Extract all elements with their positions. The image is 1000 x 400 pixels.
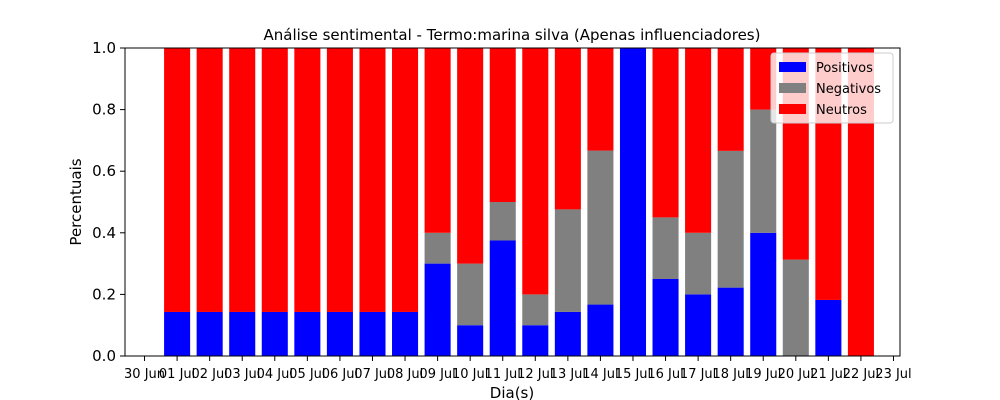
x-tick-label: 12 Jul	[517, 367, 553, 382]
bar-negativos-10-jul	[457, 263, 484, 326]
bar-negativos-20-jul	[782, 259, 809, 356]
bar-positivos-14-jul	[587, 304, 614, 356]
x-tick-label: 05 Jul	[289, 367, 325, 382]
bar-negativos-09-jul	[424, 232, 451, 264]
bar-neutros-06-jul	[326, 48, 353, 312]
bar-neutros-03-jul	[229, 48, 256, 312]
bar-negativos-14-jul	[587, 150, 614, 305]
bar-positivos-07-jul	[359, 311, 386, 356]
bar-negativos-17-jul	[685, 232, 712, 295]
bar-positivos-10-jul	[457, 325, 484, 356]
y-tick-label: 0.8	[92, 101, 116, 119]
x-tick-label: 19 Jul	[745, 367, 781, 382]
x-tick-label: 20 Jul	[778, 367, 814, 382]
bar-neutros-04-jul	[261, 48, 288, 312]
x-tick-label: 01 Jul	[159, 367, 195, 382]
x-tick-label: 03 Jul	[224, 367, 260, 382]
legend: Positivos Negativos Neutros	[770, 52, 894, 124]
legend-swatch-neutros	[779, 104, 806, 114]
bar-negativos-12-jul	[522, 294, 549, 326]
bar-neutros-08-jul	[392, 48, 419, 312]
bar-positivos-13-jul	[554, 311, 581, 356]
bars-group	[164, 48, 874, 356]
bar-neutros-05-jul	[294, 48, 321, 312]
x-tick-label: 18 Jul	[712, 367, 748, 382]
x-tick-label: 22 Jul	[843, 367, 879, 382]
bar-positivos-09-jul	[424, 263, 451, 356]
bar-negativos-16-jul	[652, 217, 679, 279]
legend-label-negativos: Negativos	[816, 82, 881, 97]
y-axis-label: Percentuais	[67, 158, 85, 245]
x-tick-label: 15 Jul	[615, 367, 651, 382]
bar-neutros-17-jul	[685, 48, 712, 233]
bar-positivos-17-jul	[685, 294, 712, 356]
y-tick-label: 0.6	[92, 162, 116, 180]
bar-neutros-18-jul	[717, 48, 744, 151]
legend-swatch-negativos	[779, 83, 806, 93]
x-tick-label: 10 Jul	[452, 367, 488, 382]
bar-positivos-15-jul	[619, 48, 647, 356]
x-axis-label: Dia(s)	[490, 384, 534, 400]
bar-neutros-02-jul	[196, 48, 223, 312]
x-tick-label: 30 Jun	[124, 367, 165, 382]
bar-positivos-05-jul	[294, 311, 321, 356]
x-tick-label: 04 Jul	[257, 367, 293, 382]
x-tick-label: 23 Jul	[875, 367, 911, 382]
bar-positivos-03-jul	[229, 311, 256, 356]
bar-neutros-14-jul	[587, 48, 614, 151]
y-tick-label: 0.0	[92, 347, 116, 365]
bar-negativos-11-jul	[489, 202, 516, 241]
y-tick-label: 0.2	[92, 285, 116, 303]
bar-neutros-13-jul	[554, 48, 581, 210]
x-tick-label: 11 Jul	[485, 367, 521, 382]
x-tick-label: 14 Jul	[582, 367, 618, 382]
bar-positivos-18-jul	[717, 287, 744, 356]
x-tick-label: 16 Jul	[647, 367, 683, 382]
bar-positivos-02-jul	[196, 311, 223, 356]
bar-neutros-12-jul	[522, 48, 549, 295]
x-tick-label: 17 Jul	[680, 367, 716, 382]
bar-positivos-06-jul	[326, 311, 353, 356]
bar-positivos-21-jul	[815, 299, 842, 356]
bar-neutros-01-jul	[164, 48, 191, 312]
bar-negativos-13-jul	[554, 209, 581, 312]
x-tick-label: 13 Jul	[550, 367, 586, 382]
bar-positivos-01-jul	[164, 311, 191, 356]
x-tick-label: 02 Jul	[191, 367, 227, 382]
bar-positivos-08-jul	[392, 311, 419, 356]
bar-neutros-16-jul	[652, 48, 679, 218]
bar-neutros-11-jul	[489, 48, 516, 202]
bar-positivos-16-jul	[652, 279, 679, 356]
y-tick-label: 1.0	[92, 39, 116, 57]
chart-title: Análise sentimental - Termo:marina silva…	[264, 26, 761, 44]
y-tick-label: 0.4	[92, 224, 116, 242]
legend-label-neutros: Neutros	[816, 103, 867, 118]
x-tick-label: 07 Jul	[354, 367, 390, 382]
legend-label-positivos: Positivos	[816, 61, 873, 76]
x-tick-label: 06 Jul	[322, 367, 358, 382]
bar-positivos-04-jul	[261, 311, 288, 356]
bar-neutros-09-jul	[424, 48, 451, 233]
bar-positivos-11-jul	[489, 240, 516, 356]
bar-neutros-10-jul	[457, 48, 484, 264]
x-tick-label: 21 Jul	[810, 367, 846, 382]
x-tick-label: 08 Jul	[387, 367, 423, 382]
plot-frame	[124, 47, 901, 357]
legend-swatch-positivos	[779, 62, 806, 72]
x-tick-label: 09 Jul	[419, 367, 455, 382]
bar-neutros-07-jul	[359, 48, 386, 312]
bar-positivos-12-jul	[522, 325, 549, 356]
bar-negativos-18-jul	[717, 150, 744, 288]
bar-positivos-19-jul	[750, 232, 777, 356]
bar-negativos-19-jul	[750, 109, 777, 233]
